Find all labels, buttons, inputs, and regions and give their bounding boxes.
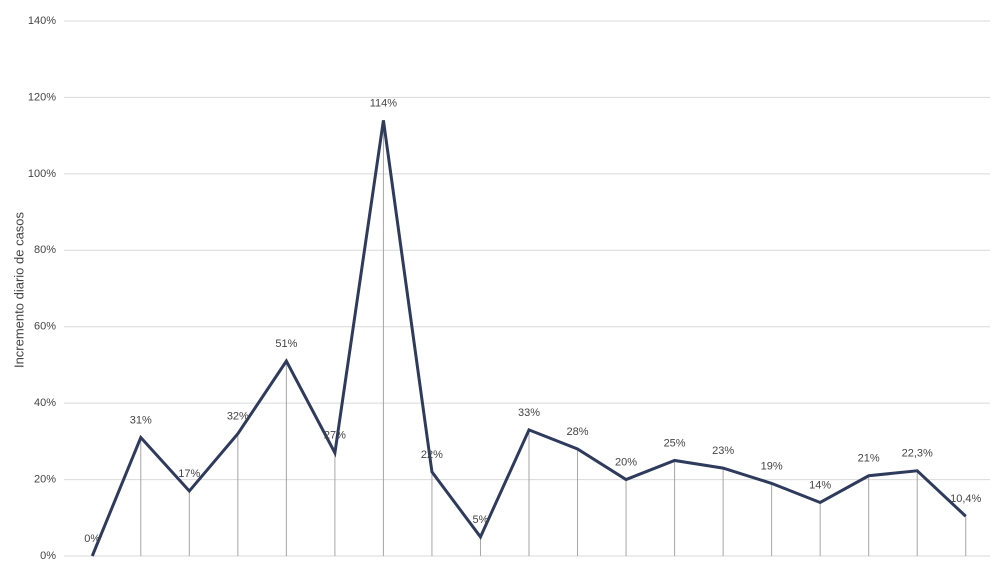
data-label: 25% bbox=[664, 437, 686, 449]
y-tick-label: 20% bbox=[34, 473, 56, 485]
data-label: 14% bbox=[809, 479, 831, 491]
data-label: 33% bbox=[518, 407, 540, 419]
line bbox=[90, 120, 967, 557]
y-axis-label: Incremento diario de casos bbox=[11, 211, 26, 368]
data-label: 0% bbox=[84, 533, 100, 545]
data-label: 21% bbox=[858, 453, 880, 465]
data-label: 22% bbox=[421, 449, 443, 461]
data-label: 17% bbox=[178, 468, 200, 480]
data-label: 20% bbox=[615, 456, 637, 468]
data-label: 27% bbox=[324, 430, 346, 442]
data-label: 5% bbox=[473, 514, 489, 526]
data-label: 32% bbox=[227, 411, 249, 423]
data-label: 28% bbox=[567, 426, 589, 438]
data-label: 23% bbox=[712, 445, 734, 457]
data-label: 31% bbox=[130, 414, 152, 426]
y-tick-label: 100% bbox=[28, 168, 56, 180]
data-label: 19% bbox=[761, 460, 783, 472]
data-label: 114% bbox=[370, 97, 398, 109]
y-tick-label: 80% bbox=[34, 244, 56, 256]
y-tick-label: 140% bbox=[28, 15, 56, 27]
y-tick-label: 120% bbox=[28, 91, 56, 103]
y-tick-label: 40% bbox=[34, 397, 56, 409]
data-label: 22,3% bbox=[902, 448, 933, 460]
data-label: 10,4% bbox=[950, 493, 981, 505]
y-tick-label: 0% bbox=[40, 550, 56, 562]
data-label: 51% bbox=[275, 338, 297, 350]
y-tick-label: 60% bbox=[34, 321, 56, 333]
